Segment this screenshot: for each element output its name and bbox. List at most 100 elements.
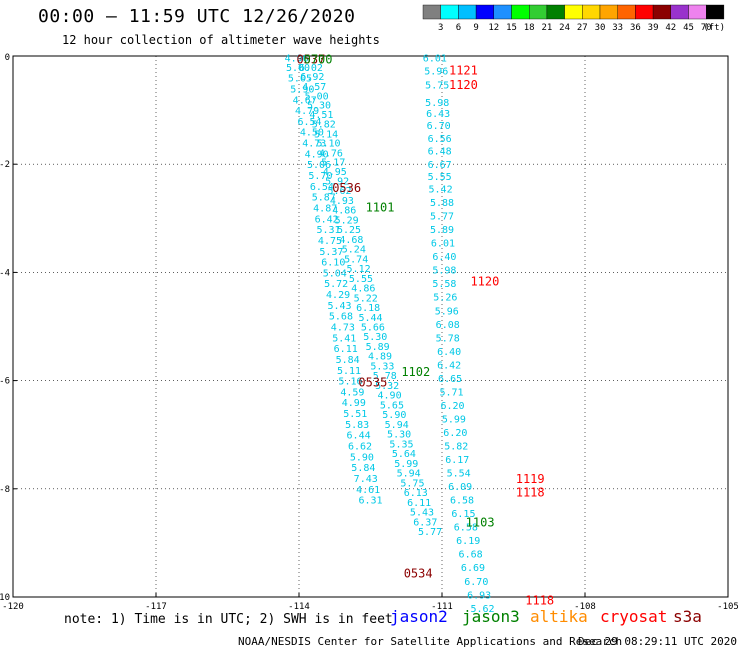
swh-value: 5.44 (358, 313, 382, 324)
swh-value: 5.77 (418, 527, 442, 538)
swh-value: 5.25 (337, 225, 361, 236)
color-scale-label: 24 (559, 23, 570, 33)
color-scale-label: 42 (665, 23, 676, 33)
color-swatch (529, 4, 548, 20)
swh-value: 4.61 (356, 485, 380, 496)
swh-value: 5.55 (349, 274, 373, 285)
color-scale-label: 36 (630, 23, 641, 33)
swh-value: 5.84 (336, 355, 360, 366)
swh-value: 4.57 (302, 82, 326, 93)
x-tick-label: -120 (2, 602, 24, 612)
swh-value: 6.11 (407, 498, 431, 509)
time-label: 0536 (332, 181, 361, 195)
swh-value: 5.33 (370, 361, 394, 372)
swh-value: 5.04 (323, 268, 347, 279)
swh-value: 5.17 (321, 157, 345, 168)
time-label: 1121 (449, 64, 478, 78)
swh-value: 5.90 (290, 84, 314, 95)
color-scale-legend: 3 6 9 12 15 18 21 24 27 30 33 36 39 42 45 70(ft) (422, 4, 725, 33)
color-swatch (493, 4, 512, 20)
swh-value: 6.54 (297, 117, 321, 128)
swh-value: 5.65 (380, 400, 404, 411)
swh-value: 6.37 (413, 517, 437, 528)
swh-value: 4.76 (319, 148, 343, 159)
swh-value: 6.70 (464, 577, 488, 588)
swh-value: 4.59 (340, 387, 364, 398)
swh-value: 5.96 (424, 67, 448, 78)
swh-value: 4.51 (309, 110, 333, 121)
swh-value: 5.92 (325, 176, 349, 187)
footer-credit: NOAA/NESDIS Center for Satellite Applica… (238, 635, 623, 648)
y-tick-label: 0 (5, 53, 10, 63)
note-text: note: 1) Time is in UTC; 2) SWH is in fe… (64, 612, 393, 627)
swh-value: 6.67 (428, 160, 452, 171)
color-scale-label: 70 (701, 23, 712, 33)
page-title: 00:00 – 11:59 UTC 12/26/2020 (38, 6, 356, 27)
color-scale-label: 30 (595, 23, 606, 33)
swh-value: 6.68 (459, 550, 483, 561)
swh-value: 4.99 (342, 398, 366, 409)
swh-value: 5.55 (428, 172, 452, 183)
swh-value: 5.10 (317, 139, 341, 150)
legend-altika: altika (530, 607, 588, 626)
swh-value: 6.92 (300, 72, 324, 83)
swh-value: 4.90 (378, 391, 402, 402)
swh-value: 4.73 (302, 139, 326, 150)
footer-date: Dec 29 08:29:11 UTC 2020 (578, 635, 737, 648)
swh-value: 4.29 (326, 290, 350, 301)
color-swatch (670, 4, 689, 20)
time-label: 1102 (401, 365, 430, 379)
swh-value: 5.43 (410, 508, 434, 519)
swh-value: 6.19 (456, 536, 480, 547)
plot-frame (12, 55, 729, 598)
swh-value: 5.78 (373, 371, 397, 382)
swh-value: 5.70 (308, 171, 332, 182)
swh-value: 5.94 (397, 469, 421, 480)
swh-value: 5.54 (447, 469, 471, 480)
legend-s3a: s3a (673, 607, 702, 626)
swh-value: 5.89 (430, 225, 454, 236)
swh-value: 5.35 (389, 439, 413, 450)
swh-value: 4.86 (332, 206, 356, 217)
color-swatch (511, 4, 530, 20)
swh-value: 5.99 (442, 414, 466, 425)
y-tick-label: -10 (0, 593, 10, 603)
swh-value: 6.08 (436, 320, 460, 331)
time-label: 1118 (525, 594, 554, 608)
swh-value: 6.31 (358, 496, 382, 507)
swh-value: 5.00 (286, 63, 310, 74)
swh-value: 5.14 (314, 129, 338, 140)
swh-value: 5.22 (354, 293, 378, 304)
swh-value: 6.17 (445, 455, 469, 466)
swh-value: 5.75 (425, 81, 449, 92)
y-tick-label: -2 (0, 160, 10, 170)
chart-subtitle: 12 hour collection of altimeter wave hei… (62, 33, 380, 47)
time-label: 1103 (466, 515, 495, 529)
time-label: 1119 (516, 472, 545, 486)
time-label: 1120 (470, 275, 499, 289)
swh-value: 4.79 (295, 106, 319, 117)
swh-value: 6.44 (347, 431, 371, 442)
swh-value: 5.90 (350, 452, 374, 463)
swh-value: 6.48 (428, 147, 452, 158)
swh-value: 5.41 (332, 333, 356, 344)
swh-value: 5.64 (392, 449, 416, 460)
color-swatch (706, 4, 725, 20)
swh-value: 6.69 (461, 563, 485, 574)
swh-value: 6.02 (299, 63, 323, 74)
x-tick-label: -108 (574, 602, 596, 612)
swh-value: 5.89 (366, 342, 390, 353)
color-swatch (546, 4, 565, 20)
y-tick-label: -4 (0, 268, 10, 278)
legend-jason2: jason2 (390, 607, 448, 626)
color-scale-label: 12 (488, 23, 499, 33)
color-swatch (599, 4, 618, 20)
swh-value: 4.96 (285, 54, 309, 65)
color-scale-label: 9 (473, 23, 478, 33)
swh-value: 5.71 (439, 387, 463, 398)
time-label: 0700 (304, 53, 333, 67)
swh-value: 5.42 (429, 185, 453, 196)
swh-value: 7.43 (354, 474, 378, 485)
swh-value: 5.98 (432, 266, 456, 277)
